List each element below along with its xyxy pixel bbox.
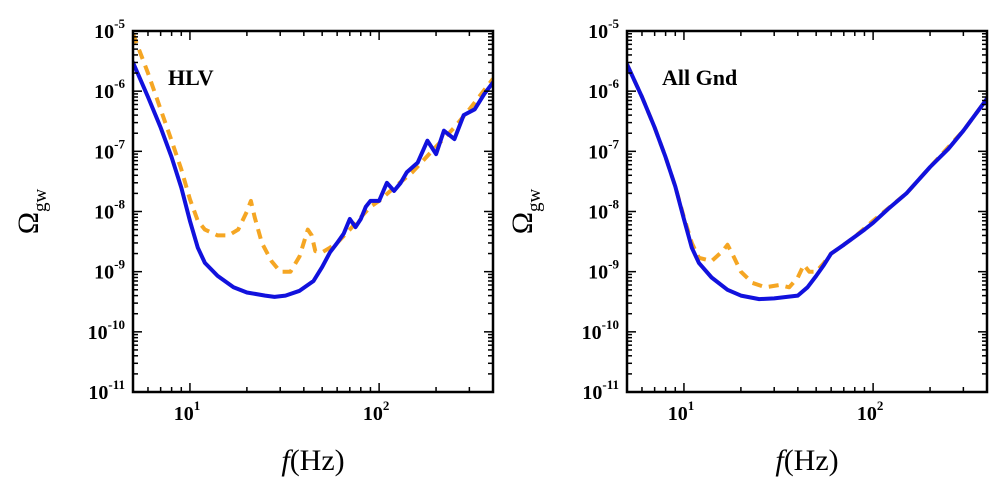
series-dashed-line <box>133 33 493 274</box>
y-tick-label: 10-11 <box>582 377 619 404</box>
y-tick-label: 10-6 <box>94 76 125 103</box>
panel-label: All Gnd <box>662 65 737 90</box>
series-dashed-line <box>627 63 987 290</box>
y-tick-label: 10-10 <box>582 317 619 344</box>
y-tick-label: 10-5 <box>588 16 619 43</box>
y-tick-label: 10-5 <box>94 16 125 43</box>
panel-1: 10-5 10-6 10-7 10-8 10-9 10-10 10-11 101 102 HLV f… <box>12 16 495 477</box>
y-tick-label: 10-11 <box>88 377 125 404</box>
y-tick-label: 10-7 <box>588 136 619 163</box>
x-axis-label: f(Hz) <box>281 444 344 477</box>
x-tick-label: 101 <box>174 398 201 425</box>
y-tick-label: 10-6 <box>588 76 619 103</box>
panel-label: HLV <box>168 65 214 90</box>
y-tick-label: 10-8 <box>588 197 619 224</box>
plot-area <box>133 33 493 299</box>
panel-2: 10-5 10-6 10-7 10-8 10-9 10-10 10-11 101 102 All … <box>506 16 989 477</box>
y-tick-label: 10-9 <box>94 257 125 284</box>
x-tick-label: 101 <box>668 398 695 425</box>
x-axis-label: f(Hz) <box>775 444 838 477</box>
x-tick-label: 102 <box>363 398 390 425</box>
y-axis-label: Ωgw <box>506 188 545 234</box>
y-tick-label: 10-7 <box>94 136 125 163</box>
y-tick-label: 10-8 <box>94 197 125 224</box>
y-axis-label: Ωgw <box>12 188 51 234</box>
y-tick-label: 10-9 <box>588 257 619 284</box>
plot-area <box>627 62 987 302</box>
series-solid-line <box>627 62 987 302</box>
y-tick-label: 10-10 <box>88 317 125 344</box>
x-tick-label: 102 <box>857 398 884 425</box>
series-solid-line <box>133 60 493 299</box>
